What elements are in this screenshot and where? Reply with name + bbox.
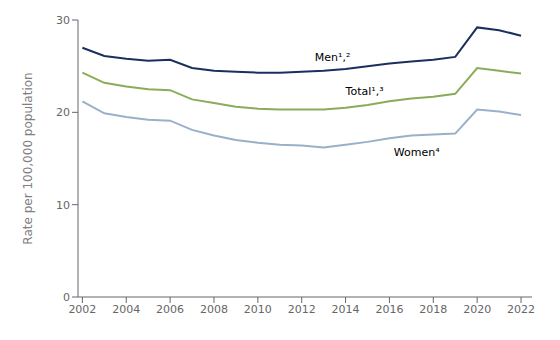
svg-text:Women⁴: Women⁴ <box>394 146 440 159</box>
svg-text:0: 0 <box>63 291 70 304</box>
svg-text:2004: 2004 <box>112 303 140 316</box>
svg-text:30: 30 <box>56 14 70 27</box>
svg-text:2010: 2010 <box>244 303 272 316</box>
svg-text:2018: 2018 <box>419 303 447 316</box>
svg-text:2022: 2022 <box>507 303 535 316</box>
svg-text:Rate per 100,000 population: Rate per 100,000 population <box>21 72 35 244</box>
svg-text:2016: 2016 <box>375 303 403 316</box>
svg-text:2012: 2012 <box>288 303 316 316</box>
svg-text:2008: 2008 <box>200 303 228 316</box>
svg-text:2020: 2020 <box>463 303 491 316</box>
svg-text:2002: 2002 <box>68 303 96 316</box>
svg-text:Total¹,³: Total¹,³ <box>345 85 384 98</box>
svg-text:2006: 2006 <box>156 303 184 316</box>
svg-text:2014: 2014 <box>332 303 360 316</box>
svg-text:10: 10 <box>56 199 70 212</box>
svg-text:20: 20 <box>56 106 70 119</box>
svg-text:Men¹,²: Men¹,² <box>315 51 351 64</box>
